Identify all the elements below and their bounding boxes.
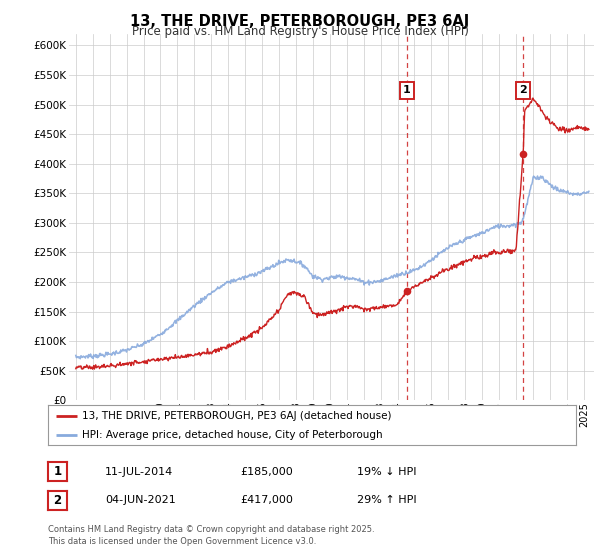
Text: Contains HM Land Registry data © Crown copyright and database right 2025.
This d: Contains HM Land Registry data © Crown c… bbox=[48, 525, 374, 546]
Text: 13, THE DRIVE, PETERBOROUGH, PE3 6AJ: 13, THE DRIVE, PETERBOROUGH, PE3 6AJ bbox=[130, 14, 470, 29]
Text: 2: 2 bbox=[53, 493, 62, 507]
Text: 1: 1 bbox=[53, 465, 62, 478]
Text: 11-JUL-2014: 11-JUL-2014 bbox=[105, 466, 173, 477]
Text: HPI: Average price, detached house, City of Peterborough: HPI: Average price, detached house, City… bbox=[82, 430, 383, 440]
Text: 1: 1 bbox=[403, 86, 410, 95]
Text: 04-JUN-2021: 04-JUN-2021 bbox=[105, 495, 176, 505]
Text: 19% ↓ HPI: 19% ↓ HPI bbox=[357, 466, 416, 477]
Text: £417,000: £417,000 bbox=[240, 495, 293, 505]
Text: 2: 2 bbox=[520, 86, 527, 95]
Text: £185,000: £185,000 bbox=[240, 466, 293, 477]
Text: 29% ↑ HPI: 29% ↑ HPI bbox=[357, 495, 416, 505]
Text: 13, THE DRIVE, PETERBOROUGH, PE3 6AJ (detached house): 13, THE DRIVE, PETERBOROUGH, PE3 6AJ (de… bbox=[82, 411, 392, 421]
Text: Price paid vs. HM Land Registry's House Price Index (HPI): Price paid vs. HM Land Registry's House … bbox=[131, 25, 469, 38]
